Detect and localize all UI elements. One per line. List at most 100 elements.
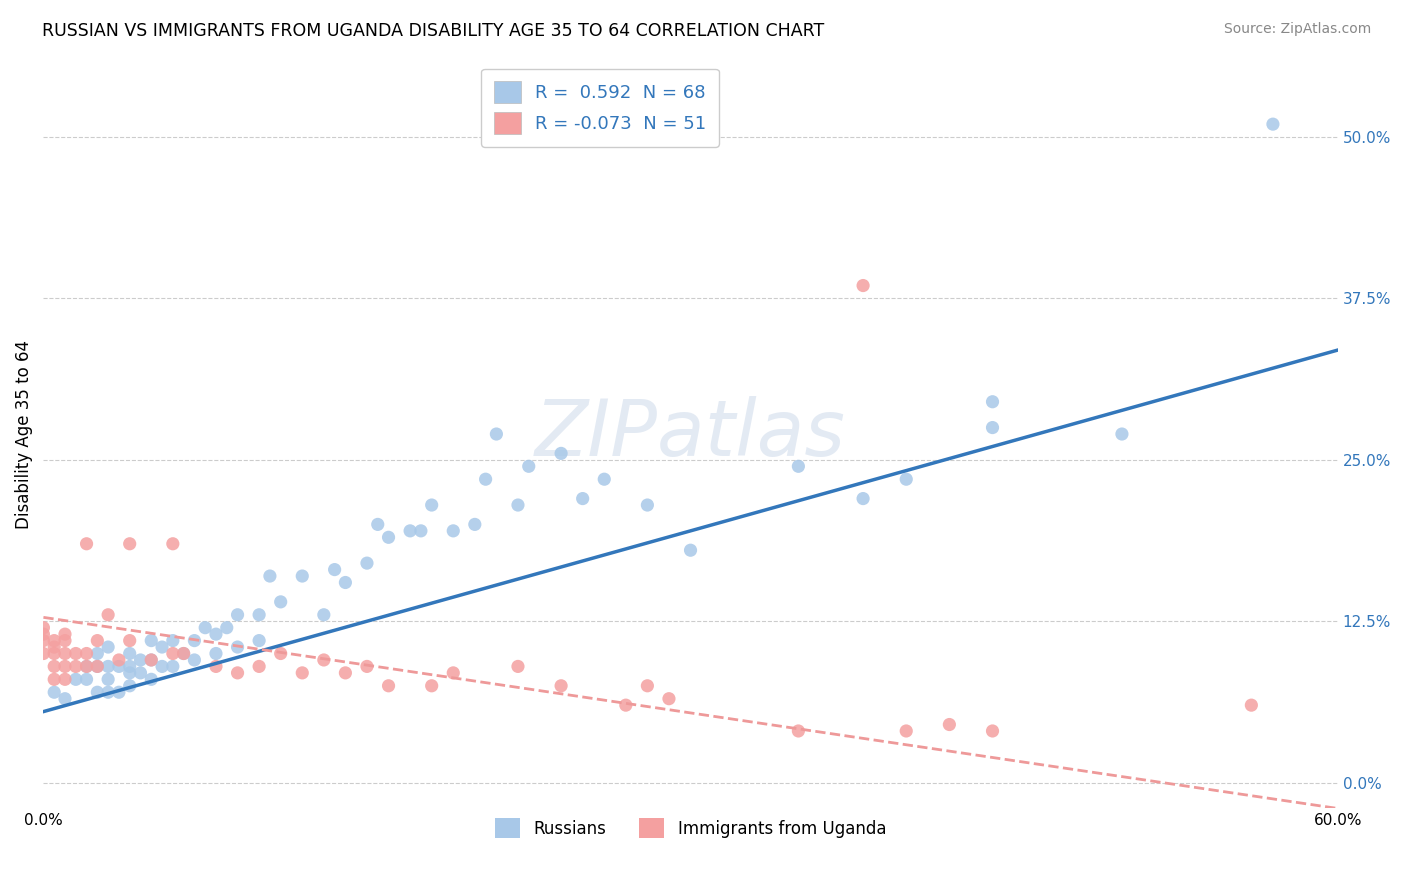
Point <box>636 679 658 693</box>
Point <box>129 653 152 667</box>
Point <box>247 607 270 622</box>
Point <box>215 621 238 635</box>
Point <box>118 665 141 680</box>
Point <box>86 633 108 648</box>
Point <box>474 472 496 486</box>
Point <box>377 530 399 544</box>
Point <box>183 633 205 648</box>
Point <box>44 685 66 699</box>
Point <box>981 420 1004 434</box>
Text: RUSSIAN VS IMMIGRANTS FROM UGANDA DISABILITY AGE 35 TO 64 CORRELATION CHART: RUSSIAN VS IMMIGRANTS FROM UGANDA DISABI… <box>42 22 824 40</box>
Point <box>194 621 217 635</box>
Point <box>76 647 98 661</box>
Point <box>53 633 76 648</box>
Point <box>896 723 918 738</box>
Point <box>32 647 55 661</box>
Point <box>312 607 335 622</box>
Point <box>291 665 314 680</box>
Point <box>658 691 681 706</box>
Point <box>86 685 108 699</box>
Point <box>86 659 108 673</box>
Point <box>173 647 195 661</box>
Point <box>614 698 637 713</box>
Point <box>97 607 120 622</box>
Point <box>76 537 98 551</box>
Point <box>291 569 314 583</box>
Point <box>44 659 66 673</box>
Point <box>356 659 378 673</box>
Point <box>129 665 152 680</box>
Point <box>636 498 658 512</box>
Point <box>32 621 55 635</box>
Point <box>141 673 163 687</box>
Point <box>896 472 918 486</box>
Point <box>53 647 76 661</box>
Point <box>464 517 486 532</box>
Legend: Russians, Immigrants from Uganda: Russians, Immigrants from Uganda <box>488 812 893 845</box>
Point <box>787 459 810 474</box>
Point <box>97 685 120 699</box>
Point <box>247 659 270 673</box>
Point <box>323 563 346 577</box>
Point <box>76 673 98 687</box>
Point <box>65 673 87 687</box>
Point <box>162 537 184 551</box>
Point <box>852 491 875 506</box>
Point <box>399 524 422 538</box>
Point <box>65 647 87 661</box>
Point <box>517 459 540 474</box>
Point <box>150 640 173 654</box>
Point <box>108 659 131 673</box>
Point <box>141 653 163 667</box>
Point <box>409 524 432 538</box>
Point <box>335 575 357 590</box>
Point <box>420 498 443 512</box>
Point <box>312 653 335 667</box>
Point <box>44 633 66 648</box>
Point <box>485 427 508 442</box>
Point <box>44 640 66 654</box>
Point <box>571 491 593 506</box>
Point <box>226 640 249 654</box>
Point <box>259 569 281 583</box>
Point <box>97 673 120 687</box>
Point <box>162 633 184 648</box>
Point <box>141 633 163 648</box>
Point <box>183 653 205 667</box>
Point <box>118 679 141 693</box>
Point <box>86 647 108 661</box>
Point <box>118 537 141 551</box>
Point <box>162 647 184 661</box>
Point <box>118 659 141 673</box>
Point <box>97 640 120 654</box>
Point <box>97 659 120 673</box>
Point <box>441 665 464 680</box>
Point <box>44 673 66 687</box>
Point <box>150 659 173 673</box>
Point <box>32 633 55 648</box>
Point <box>787 723 810 738</box>
Point <box>141 653 163 667</box>
Point <box>247 633 270 648</box>
Point <box>226 607 249 622</box>
Point <box>53 673 76 687</box>
Point <box>118 633 141 648</box>
Point <box>335 665 357 680</box>
Point <box>118 647 141 661</box>
Point <box>441 524 464 538</box>
Point <box>679 543 702 558</box>
Point <box>53 659 76 673</box>
Text: Source: ZipAtlas.com: Source: ZipAtlas.com <box>1223 22 1371 37</box>
Point <box>1111 427 1133 442</box>
Point <box>76 659 98 673</box>
Point <box>550 446 572 460</box>
Point <box>420 679 443 693</box>
Text: ZIPatlas: ZIPatlas <box>536 396 846 472</box>
Point <box>53 691 76 706</box>
Point <box>226 665 249 680</box>
Point <box>76 659 98 673</box>
Point <box>550 679 572 693</box>
Point <box>108 685 131 699</box>
Point <box>1240 698 1263 713</box>
Point <box>205 659 228 673</box>
